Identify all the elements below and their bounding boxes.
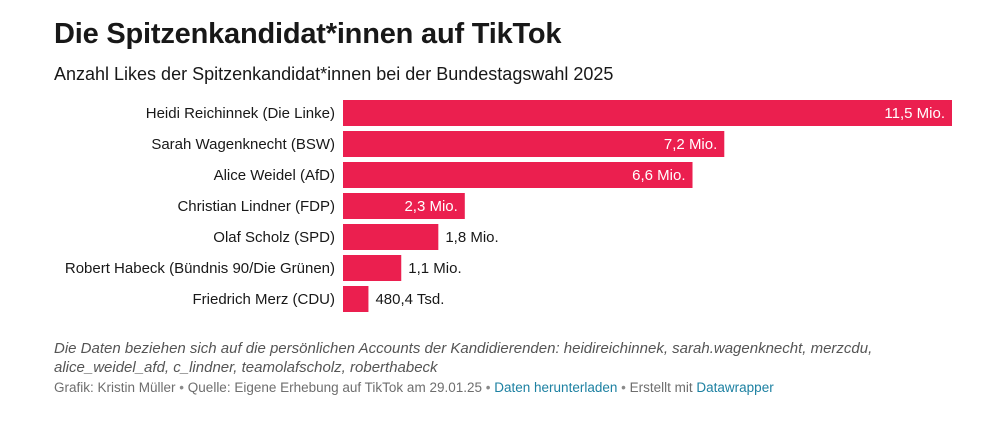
value-label: 6,6 Mio. <box>632 167 685 184</box>
category-label: Sarah Wagenknecht (BSW) <box>151 136 335 153</box>
value-label: 11,5 Mio. <box>884 105 945 122</box>
chart-footer: Grafik: Kristin Müller • Quelle: Eigene … <box>54 380 774 395</box>
download-data-link[interactable]: Daten herunterladen <box>494 380 618 395</box>
category-label: Robert Habeck (Bündnis 90/Die Grünen) <box>65 260 335 277</box>
bar <box>343 286 369 312</box>
datawrapper-link[interactable]: Datawrapper <box>696 380 774 395</box>
chart-title: Die Spitzenkandidat*innen auf TikTok <box>54 18 562 50</box>
value-label: 7,2 Mio. <box>664 136 717 153</box>
footer-credit: Grafik: Kristin Müller <box>54 380 176 395</box>
value-label: 1,1 Mio. <box>408 260 461 277</box>
value-label: 1,8 Mio. <box>445 229 498 246</box>
category-label: Alice Weidel (AfD) <box>214 167 335 184</box>
category-label: Christian Lindner (FDP) <box>177 198 335 215</box>
category-label: Heidi Reichinnek (Die Linke) <box>146 105 335 122</box>
bar <box>343 193 465 219</box>
bar <box>343 162 693 188</box>
chart-subtitle: Anzahl Likes der Spitzenkandidat*innen b… <box>54 64 614 84</box>
category-label: Olaf Scholz (SPD) <box>213 229 335 246</box>
footer-separator: • <box>621 380 626 395</box>
footer-source: Quelle: Eigene Erhebung auf TikTok am 29… <box>187 380 482 395</box>
footer-made-with: Erstellt mit <box>629 380 693 395</box>
footer-separator: • <box>179 380 185 395</box>
bar <box>343 100 952 126</box>
footer-separator: • <box>485 380 491 395</box>
bar-chart: Heidi Reichinnek (Die Linke) 11,5 Mio. Sar… <box>65 100 952 312</box>
bar <box>343 131 725 157</box>
value-label: 480,4 Tsd. <box>375 291 444 308</box>
chart-notes: Die Daten beziehen sich auf die persönli… <box>54 340 873 376</box>
bar <box>343 255 402 281</box>
value-label: 2,3 Mio. <box>404 198 457 215</box>
bar <box>343 224 439 250</box>
category-label: Friedrich Merz (CDU) <box>193 291 336 308</box>
